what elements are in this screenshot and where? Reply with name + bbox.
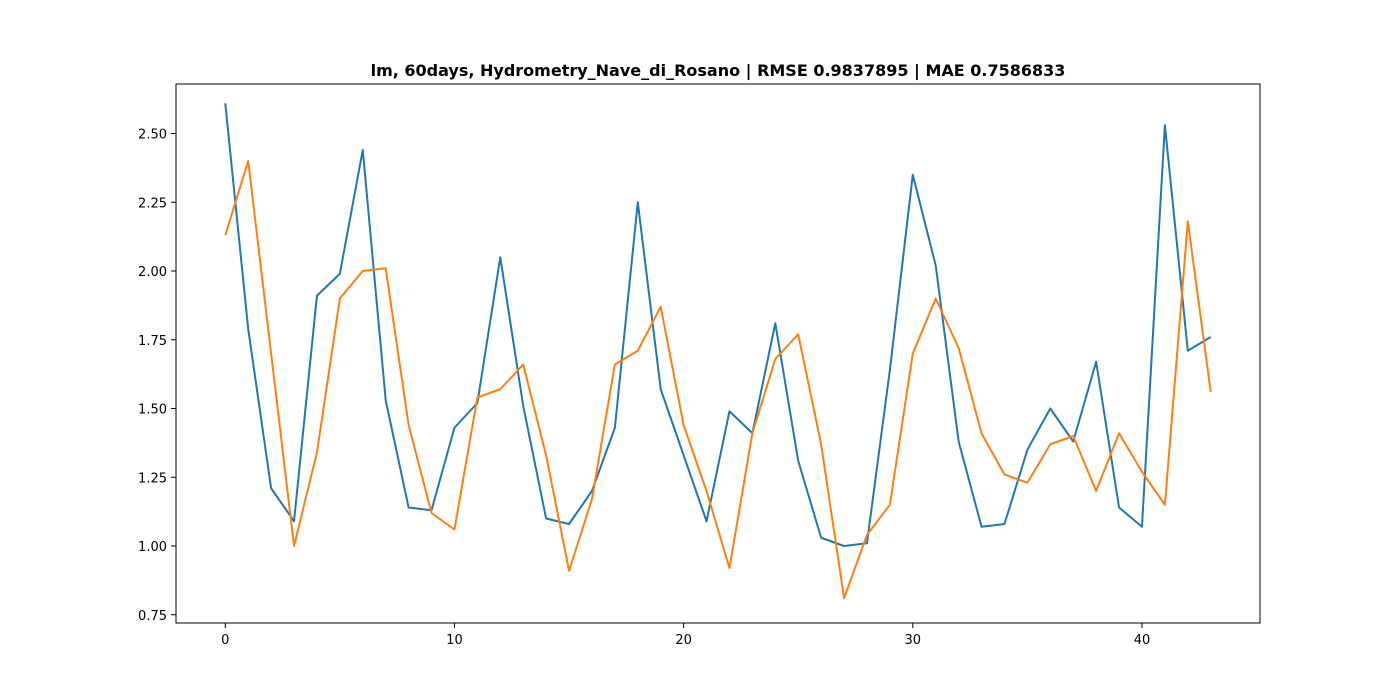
x-tick-label: 30 bbox=[905, 633, 922, 648]
series-line-1 bbox=[224, 103, 1212, 547]
chart-title: lm, 60days, Hydrometry_Nave_di_Rosano | … bbox=[371, 61, 1066, 81]
y-tick-label: 2.50 bbox=[138, 128, 167, 143]
series-layer bbox=[224, 103, 1212, 600]
x-tick-label: 40 bbox=[1134, 633, 1151, 648]
y-tick-label: 1.25 bbox=[138, 471, 167, 486]
y-tick-label: 2.25 bbox=[138, 196, 167, 211]
plot-area-frame bbox=[175, 83, 1261, 624]
y-tick-label: 1.50 bbox=[138, 403, 167, 418]
x-tick-label: 20 bbox=[675, 633, 692, 648]
y-tick-label: 0.75 bbox=[138, 609, 167, 624]
x-axis: 0 10 20 30 40 bbox=[221, 623, 1150, 648]
series-line-2 bbox=[224, 160, 1212, 600]
y-axis: 0.75 1.00 1.25 1.50 1.75 2.00 2.25 2.50 bbox=[138, 128, 176, 624]
y-tick-label: 2.00 bbox=[138, 265, 167, 280]
y-tick-label: 1.75 bbox=[138, 334, 167, 349]
x-tick-label: 10 bbox=[446, 633, 463, 648]
x-tick-label: 0 bbox=[221, 633, 229, 648]
y-tick-label: 1.00 bbox=[138, 540, 167, 555]
